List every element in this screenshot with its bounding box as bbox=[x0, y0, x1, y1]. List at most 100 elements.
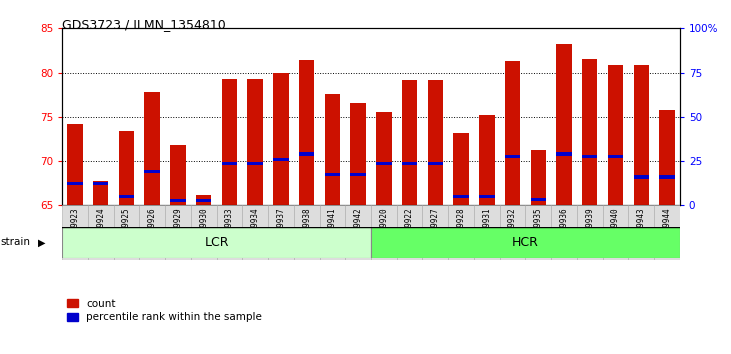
Bar bbox=[247, 79, 263, 205]
Text: strain: strain bbox=[1, 238, 31, 247]
Text: GDS3723 / ILMN_1354810: GDS3723 / ILMN_1354810 bbox=[62, 18, 226, 31]
Text: GSM429925: GSM429925 bbox=[122, 207, 131, 249]
FancyBboxPatch shape bbox=[371, 205, 397, 260]
Bar bbox=[659, 110, 675, 205]
Bar bbox=[479, 115, 494, 205]
Bar bbox=[221, 79, 237, 205]
Text: GSM429928: GSM429928 bbox=[457, 207, 466, 249]
FancyBboxPatch shape bbox=[88, 205, 113, 260]
FancyBboxPatch shape bbox=[577, 205, 602, 260]
Bar bbox=[634, 65, 649, 205]
Text: GSM429929: GSM429929 bbox=[173, 207, 183, 249]
Bar bbox=[299, 60, 314, 205]
FancyBboxPatch shape bbox=[216, 205, 242, 260]
Bar bbox=[607, 64, 624, 205]
Bar bbox=[582, 155, 597, 158]
FancyBboxPatch shape bbox=[526, 205, 551, 260]
Bar bbox=[428, 162, 443, 165]
Text: GSM429938: GSM429938 bbox=[302, 207, 311, 249]
Text: GSM429935: GSM429935 bbox=[534, 207, 543, 249]
Text: GSM429934: GSM429934 bbox=[251, 207, 260, 249]
Text: GSM429943: GSM429943 bbox=[637, 207, 645, 249]
FancyBboxPatch shape bbox=[242, 205, 268, 260]
FancyBboxPatch shape bbox=[629, 205, 654, 260]
FancyBboxPatch shape bbox=[62, 205, 88, 260]
Text: HCR: HCR bbox=[512, 236, 539, 249]
Bar bbox=[350, 103, 366, 205]
FancyBboxPatch shape bbox=[294, 205, 319, 260]
Bar bbox=[67, 182, 83, 185]
Bar bbox=[453, 195, 469, 198]
Bar bbox=[531, 150, 546, 205]
Bar bbox=[145, 92, 160, 205]
Text: GSM429922: GSM429922 bbox=[405, 207, 414, 249]
Bar bbox=[221, 162, 237, 165]
FancyBboxPatch shape bbox=[113, 205, 140, 260]
Bar bbox=[273, 158, 289, 161]
Text: GSM429933: GSM429933 bbox=[225, 207, 234, 249]
FancyBboxPatch shape bbox=[474, 205, 500, 260]
Bar bbox=[376, 162, 392, 165]
FancyBboxPatch shape bbox=[551, 205, 577, 260]
Bar bbox=[479, 195, 494, 198]
Bar bbox=[531, 198, 546, 201]
Bar bbox=[428, 80, 443, 205]
FancyBboxPatch shape bbox=[654, 205, 680, 260]
Text: GSM429932: GSM429932 bbox=[508, 207, 517, 249]
Legend: count, percentile rank within the sample: count, percentile rank within the sample bbox=[67, 299, 262, 322]
Bar bbox=[299, 153, 314, 155]
Text: GSM429937: GSM429937 bbox=[276, 207, 285, 249]
Bar bbox=[634, 176, 649, 178]
Bar bbox=[247, 162, 263, 165]
Text: GSM429939: GSM429939 bbox=[586, 207, 594, 249]
FancyBboxPatch shape bbox=[140, 205, 165, 260]
FancyBboxPatch shape bbox=[191, 205, 216, 260]
Bar bbox=[350, 173, 366, 176]
Bar bbox=[556, 44, 572, 205]
Bar bbox=[325, 94, 340, 205]
Text: GSM429923: GSM429923 bbox=[70, 207, 80, 249]
Text: GSM429941: GSM429941 bbox=[328, 207, 337, 249]
Text: GSM429931: GSM429931 bbox=[482, 207, 491, 249]
Bar bbox=[505, 155, 520, 158]
Bar bbox=[607, 155, 624, 158]
Text: GSM429926: GSM429926 bbox=[148, 207, 156, 249]
Text: GSM429936: GSM429936 bbox=[559, 207, 569, 249]
FancyBboxPatch shape bbox=[448, 205, 474, 260]
Bar bbox=[659, 176, 675, 178]
Text: LCR: LCR bbox=[204, 236, 229, 249]
Bar bbox=[170, 145, 186, 205]
Bar bbox=[505, 61, 520, 205]
Bar bbox=[145, 170, 160, 173]
Bar bbox=[67, 124, 83, 205]
Text: GSM429927: GSM429927 bbox=[431, 207, 440, 249]
Bar bbox=[170, 199, 186, 202]
Bar bbox=[93, 181, 108, 205]
Text: GSM429930: GSM429930 bbox=[199, 207, 208, 249]
Text: GSM429940: GSM429940 bbox=[611, 207, 620, 249]
Bar bbox=[196, 199, 211, 202]
FancyBboxPatch shape bbox=[345, 205, 371, 260]
FancyBboxPatch shape bbox=[397, 205, 423, 260]
FancyBboxPatch shape bbox=[165, 205, 191, 260]
FancyBboxPatch shape bbox=[268, 205, 294, 260]
FancyBboxPatch shape bbox=[371, 227, 680, 258]
Bar bbox=[453, 133, 469, 205]
Bar bbox=[556, 153, 572, 155]
Text: GSM429944: GSM429944 bbox=[662, 207, 672, 249]
Bar bbox=[118, 131, 135, 205]
Text: GSM429942: GSM429942 bbox=[354, 207, 363, 249]
Bar bbox=[376, 112, 392, 205]
Bar bbox=[93, 182, 108, 185]
Text: GSM429920: GSM429920 bbox=[379, 207, 388, 249]
Bar bbox=[325, 173, 340, 176]
FancyBboxPatch shape bbox=[423, 205, 448, 260]
Bar bbox=[196, 195, 211, 205]
Bar bbox=[118, 195, 135, 198]
Bar bbox=[582, 59, 597, 205]
FancyBboxPatch shape bbox=[319, 205, 345, 260]
Bar bbox=[402, 162, 417, 165]
FancyBboxPatch shape bbox=[500, 205, 526, 260]
Text: ▶: ▶ bbox=[38, 238, 45, 247]
FancyBboxPatch shape bbox=[602, 205, 629, 260]
